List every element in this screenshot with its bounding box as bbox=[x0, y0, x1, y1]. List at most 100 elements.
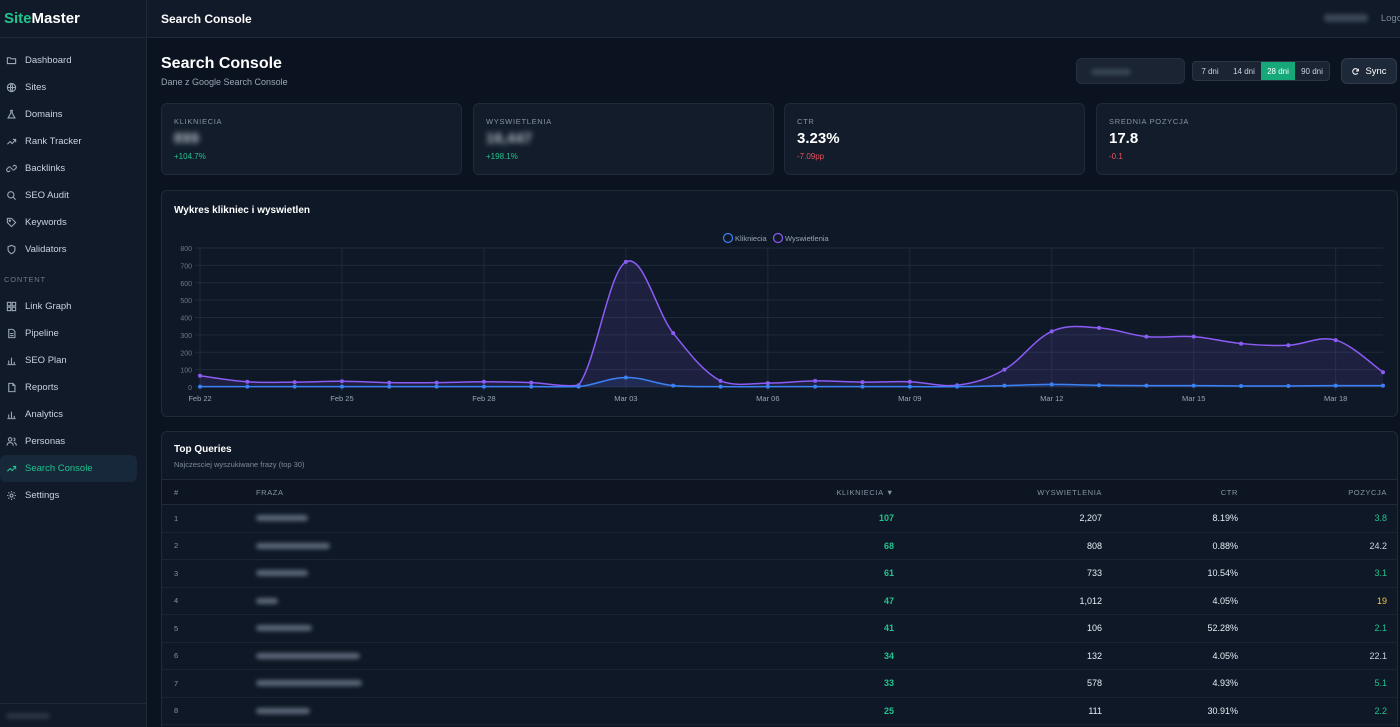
stat-value: 3.23% bbox=[797, 130, 840, 147]
sidebar-item-dashboard[interactable]: Dashboard bbox=[0, 47, 137, 74]
table-row[interactable]: 1 107 2,207 8.19% 3.8 bbox=[162, 505, 1397, 533]
col-impressions[interactable]: WYSWIETLENIA bbox=[1037, 487, 1102, 497]
row-position: 2.1 bbox=[1374, 623, 1387, 634]
sidebar-footer bbox=[0, 703, 146, 727]
x-tick-label: Mar 06 bbox=[756, 394, 779, 403]
sync-button[interactable]: Sync bbox=[1341, 58, 1397, 84]
sidebar-item-pipeline[interactable]: Pipeline bbox=[0, 320, 137, 347]
sidebar-item-seo-audit[interactable]: SEO Audit bbox=[0, 182, 137, 209]
row-num: 7 bbox=[174, 678, 179, 688]
row-clicks: 68 bbox=[883, 540, 894, 551]
sidebar-item-domains[interactable]: Domains bbox=[0, 101, 137, 128]
sidebar-item-personas[interactable]: Personas bbox=[0, 428, 137, 455]
trend-icon bbox=[5, 136, 17, 148]
sidebar-item-reports[interactable]: Reports bbox=[0, 374, 137, 401]
sidebar-item-search-console[interactable]: Search Console bbox=[0, 455, 137, 482]
row-phrase-blurred bbox=[256, 588, 278, 615]
col-phrase[interactable]: FRAZA bbox=[256, 487, 284, 497]
table-row[interactable]: 8 25 111 30.91% 2.2 bbox=[162, 698, 1397, 725]
wyswietlenia-point bbox=[387, 380, 392, 385]
klikniecia-point bbox=[671, 383, 676, 388]
users-icon bbox=[5, 436, 17, 448]
y-tick-label: 700 bbox=[180, 263, 192, 270]
globe-icon bbox=[5, 82, 17, 94]
table-row[interactable]: 3 61 733 10.54% 3.1 bbox=[162, 560, 1397, 588]
sidebar-item-backlinks[interactable]: Backlinks bbox=[0, 155, 137, 182]
sidebar-item-analytics[interactable]: Analytics bbox=[0, 401, 137, 428]
stat-value: 17.8 bbox=[1109, 130, 1139, 147]
sidebar-item-link-graph[interactable]: Link Graph bbox=[0, 293, 137, 320]
grid-icon bbox=[5, 301, 17, 313]
range-7-dni[interactable]: 7 dni bbox=[1201, 66, 1219, 76]
sidebar-item-settings[interactable]: Settings bbox=[0, 482, 137, 509]
legend-swatch-klikniecia bbox=[722, 232, 734, 244]
klikniecia-point bbox=[481, 384, 486, 389]
table-row[interactable]: 6 34 132 4.05% 22.1 bbox=[162, 643, 1397, 670]
row-num: 8 bbox=[174, 706, 179, 716]
sidebar-item-sites[interactable]: Sites bbox=[0, 74, 137, 101]
wyswietlenia-point bbox=[1097, 325, 1102, 330]
col-ctr[interactable]: CTR bbox=[1220, 487, 1238, 497]
brand-logo[interactable]: Site Master bbox=[0, 0, 146, 38]
row-clicks: 61 bbox=[883, 568, 894, 579]
row-num: 6 bbox=[174, 651, 179, 661]
klikniecia-point bbox=[576, 384, 581, 389]
range-28-dni[interactable]: 28 dni bbox=[1261, 62, 1295, 80]
row-clicks: 107 bbox=[878, 513, 894, 524]
range-90-dni[interactable]: 90 dni bbox=[1301, 66, 1323, 76]
sidebar-item-validators[interactable]: Validators bbox=[0, 236, 137, 263]
row-phrase-blurred bbox=[256, 643, 360, 670]
sidebar-section-content: CONTENT bbox=[4, 275, 46, 284]
queries-subtitle: Najczesciej wyszukiwane frazy (top 30) bbox=[174, 460, 305, 469]
row-ctr: 30.91% bbox=[1207, 705, 1238, 716]
stats-cards: KLIKNIECIA 899 +104.7% WYSWIETLENIA 16,447 +1… bbox=[161, 103, 1398, 175]
table-row[interactable]: 5 41 106 52.28% 2.1 bbox=[162, 615, 1397, 643]
table-row[interactable]: 4 47 1,012 4.05% 19 bbox=[162, 588, 1397, 615]
folder-icon bbox=[5, 55, 17, 67]
wyswietlenia-point bbox=[907, 379, 912, 384]
wyswietlenia-area bbox=[200, 260, 1383, 387]
sidebar-item-seo-plan[interactable]: SEO Plan bbox=[0, 347, 137, 374]
wyswietlenia-point bbox=[1144, 334, 1149, 339]
logout-link[interactable]: Logo bbox=[1380, 13, 1400, 24]
row-phrase-blurred bbox=[256, 560, 308, 587]
link-icon bbox=[5, 163, 17, 175]
sidebar-item-label: SEO Plan bbox=[25, 355, 67, 366]
trend-icon bbox=[5, 463, 17, 475]
sidebar-item-label: SEO Audit bbox=[25, 190, 69, 201]
klikniecia-point bbox=[1097, 383, 1102, 388]
y-tick-label: 300 bbox=[180, 333, 192, 340]
brand-part-1: Site bbox=[4, 10, 32, 27]
row-ctr: 52.28% bbox=[1207, 623, 1238, 634]
sidebar-item-rank-tracker[interactable]: Rank Tracker bbox=[0, 128, 137, 155]
stat-card-srednia-pozycja: SREDNIA POZYCJA 17.8 -0.1 bbox=[1096, 103, 1397, 175]
table-row[interactable]: 2 68 808 0.88% 24.2 bbox=[162, 533, 1397, 560]
col-position[interactable]: POZYCJA bbox=[1348, 487, 1387, 497]
table-row[interactable]: 7 33 578 4.93% 5.1 bbox=[162, 670, 1397, 698]
row-impressions: 808 bbox=[1086, 540, 1102, 551]
wyswietlenia-point bbox=[1239, 341, 1244, 346]
sidebar-item-label: Analytics bbox=[25, 409, 64, 420]
row-clicks: 41 bbox=[883, 623, 894, 634]
klikniecia-point bbox=[1286, 383, 1291, 388]
stat-label: KLIKNIECIA bbox=[174, 117, 223, 126]
row-phrase-blurred bbox=[256, 533, 330, 560]
wyswietlenia-point bbox=[1049, 329, 1054, 334]
row-position: 2.2 bbox=[1374, 705, 1387, 716]
sidebar-item-label: Personas bbox=[25, 436, 66, 447]
range-14-dni[interactable]: 14 dni bbox=[1233, 66, 1255, 76]
row-clicks: 33 bbox=[883, 678, 894, 689]
row-clicks: 47 bbox=[883, 595, 894, 606]
col-num: # bbox=[174, 487, 179, 497]
klikniecia-point bbox=[1144, 383, 1149, 388]
y-tick-label: 500 bbox=[180, 298, 192, 305]
col-clicks[interactable]: KLIKNIECIA ▼ bbox=[836, 487, 894, 497]
klikniecia-point bbox=[907, 384, 912, 389]
site-select[interactable] bbox=[1076, 58, 1185, 84]
row-impressions: 733 bbox=[1086, 568, 1102, 579]
klikniecia-point bbox=[813, 384, 818, 389]
sidebar-item-label: Link Graph bbox=[25, 301, 72, 312]
row-clicks: 34 bbox=[883, 650, 894, 661]
y-tick-label: 0 bbox=[188, 385, 192, 392]
sidebar-item-keywords[interactable]: Keywords bbox=[0, 209, 137, 236]
